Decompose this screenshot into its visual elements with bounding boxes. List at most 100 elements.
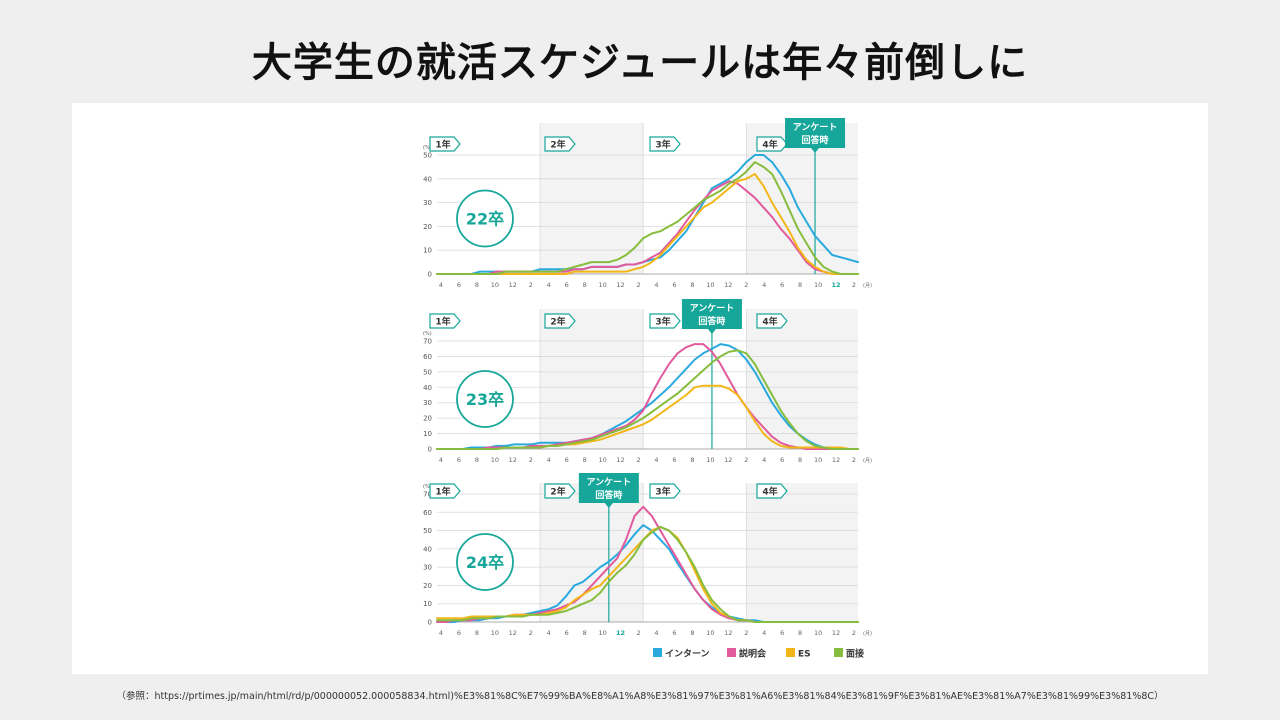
survey-marker-label: 回答時 [698,315,725,327]
x-tick-label: 10 [491,281,499,289]
x-tick-label: 8 [583,629,587,637]
y-tick-label: 30 [423,199,432,207]
x-tick-label: 4 [654,281,658,289]
year-band [746,483,858,622]
chart-3: 0 10 20 30 40 50 60 70(%) 4 6 8 10 12 2 4 6 8 10 12 2 4 6 8 10 1… [423,473,872,637]
x-tick-label: 4 [762,281,766,289]
x-tick-label: 12 [509,629,517,637]
legend-label: インターン [665,648,710,660]
x-tick-label: 2 [529,629,533,637]
year-tag-shape [649,136,681,152]
survey-marker-label: アンケート [690,303,735,314]
x-tick-label: 2 [636,281,640,289]
x-tick-label: 4 [547,629,551,637]
survey-marker-pointer [604,503,613,508]
survey-marker-label: アンケート [793,122,838,133]
legend-label: 説明会 [739,648,767,660]
x-tick-label: 12 [616,281,624,289]
x-tick-label: 10 [814,629,822,637]
series-line-4 [436,161,859,275]
x-tick-label: 4 [762,629,766,637]
year-tag-label: 1年 [435,139,450,151]
year-badge-circle [456,370,514,428]
x-tick-label: 4 [439,456,443,464]
chart-panel: 0 10 20 30 40 50 (%) 4 6 8 10 12 2 4 6 8 10 12 2 4 6 8 10 12 2 4 6… [72,103,1208,674]
year-tag-label: 2年 [550,486,565,498]
year-tag-shape [649,313,681,329]
legend-swatch [653,648,662,657]
year-badge-circle [456,533,514,591]
source-footnote: （参照：https://prtimes.jp/main/html/rd/p/00… [116,691,1164,702]
x-tick-label: 10 [706,629,714,637]
y-tick-label: 0 [428,446,432,454]
x-tick-label: 2 [636,629,640,637]
year-tag-shape [544,483,576,499]
survey-marker-label: 回答時 [802,134,829,146]
year-tag: 4年 [756,136,788,152]
x-tick-label: 4 [762,456,766,464]
year-tag-shape [429,483,461,499]
survey-marker-box [785,118,846,148]
x-unit-label: (月) [863,458,872,464]
year-tag: 1年 [429,483,461,499]
y-tick-label: 0 [428,271,432,279]
x-tick-label: 8 [798,281,802,289]
x-tick-label: 6 [565,281,569,289]
x-tick-label: 2 [529,456,533,464]
y-tick-label: 60 [423,353,432,361]
legend-swatch [727,648,736,657]
legend-label: 面接 [846,648,864,660]
x-tick-label: 12 [832,629,840,637]
x-tick-label: 8 [690,281,694,289]
survey-marker-pointer [707,329,716,334]
y-tick-label: 20 [423,582,432,590]
x-tick-label: 6 [780,456,784,464]
y-tick-label: 20 [423,223,432,231]
survey-marker-label: アンケート [587,477,632,488]
x-unit-label: (月) [863,631,872,637]
year-tag-label: 1年 [435,486,450,498]
x-tick-label: 8 [690,629,694,637]
x-tick-label: 4 [654,629,658,637]
x-tick-label: 6 [672,281,676,289]
x-tick-label: 2 [529,281,533,289]
year-tag-label: 1年 [435,316,450,328]
survey-marker-label: 回答時 [595,489,622,501]
year-tag-label: 2年 [550,316,565,328]
year-tag-shape [429,136,461,152]
x-tick-label: 4 [547,456,551,464]
year-tag-shape [649,483,681,499]
series-line-1 [436,343,859,450]
x-tick-label: 2 [636,456,640,464]
y-tick-label: 10 [423,430,432,438]
x-tick-label: 2 [852,456,856,464]
survey-marker-box [681,299,742,329]
x-tick-label: 2 [852,281,856,289]
year-tag-label: 2年 [550,139,565,151]
y-tick-label: 40 [423,545,432,553]
y-tick-label: 70 [423,338,432,346]
y-tick-label: 10 [423,600,432,608]
x-tick-label: 6 [780,629,784,637]
y-tick-label: 30 [423,564,432,572]
x-tick-label: 8 [798,629,802,637]
y-tick-label: 50 [423,527,432,535]
y-tick-label: 50 [423,152,432,160]
y-tick-label: 50 [423,368,432,376]
y-tick-label: 40 [423,384,432,392]
x-tick-label: 12 [832,456,840,464]
x-tick-label: 12 [724,281,732,289]
x-tick-label: 10 [598,281,606,289]
x-tick-label: 4 [547,281,551,289]
y-unit-label: (%) [423,484,432,490]
y-tick-label: 30 [423,399,432,407]
x-tick-label: 4 [654,456,658,464]
x-unit-label: (月) [863,283,872,289]
x-tick-label: 8 [475,456,479,464]
series-line-3 [436,173,859,275]
year-badge-label: 22卒 [466,210,504,229]
year-tag-shape [756,313,788,329]
year-tag-label: 3年 [655,316,670,328]
x-tick-label: 10 [706,456,714,464]
year-tag-label: 3年 [655,139,670,151]
